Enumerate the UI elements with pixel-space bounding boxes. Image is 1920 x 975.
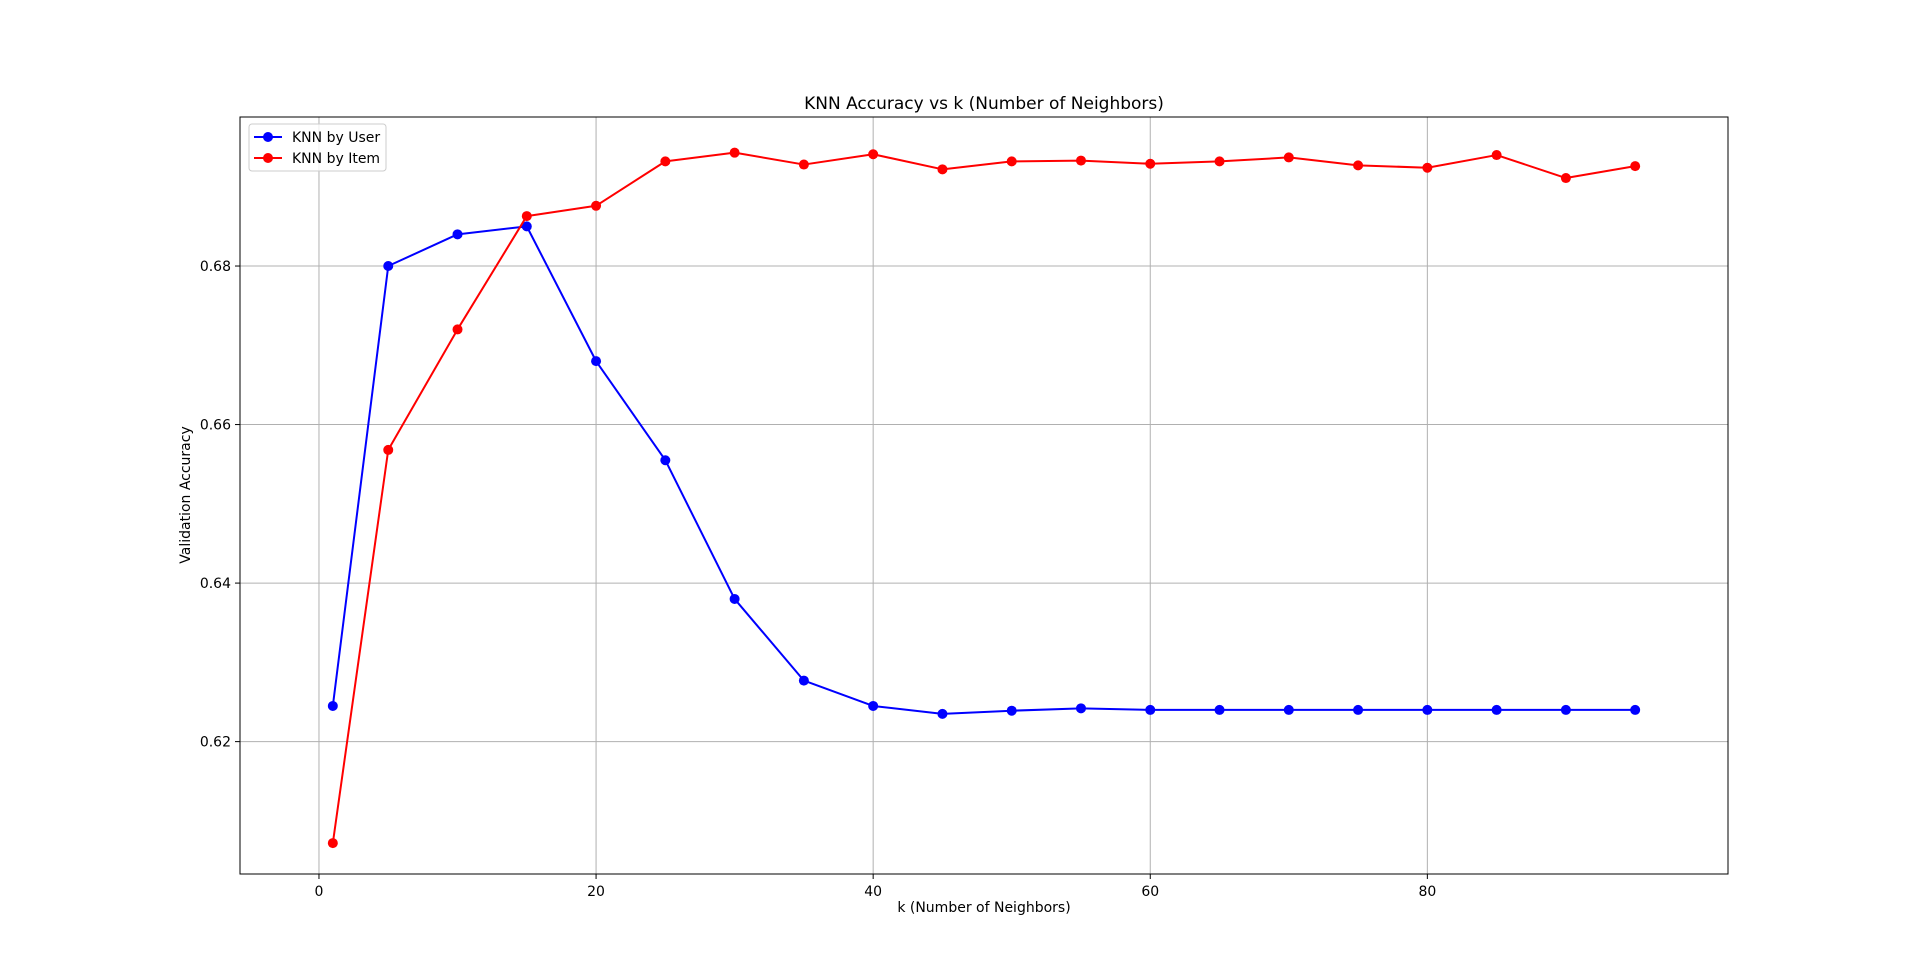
data-point-knn-by-user [1560,704,1571,715]
plot-frame [239,116,1729,875]
x-tick-label: 60 [1141,884,1159,900]
data-point-knn-by-item [591,200,602,211]
x-axis-label: k (Number of Neighbors) [897,900,1070,916]
y-tick-label: 0.62 [200,735,231,751]
data-point-knn-by-user [1006,705,1017,716]
legend-entry-knn-by-user: KNN by User [254,130,380,146]
data-point-knn-by-user [1145,704,1156,715]
data-point-knn-by-item [1214,156,1225,167]
series-line-knn-by-item [331,151,1636,844]
legend-entry-knn-by-item: KNN by Item [254,151,380,167]
legend: KNN by User KNN by Item [248,123,387,172]
data-point-knn-by-user [1214,704,1225,715]
data-point-knn-by-item [660,156,671,167]
data-point-knn-by-item [1560,173,1571,184]
data-point-knn-by-item [1630,161,1641,172]
x-tick-label: 80 [1418,884,1436,900]
legend-box [248,123,387,172]
data-point-knn-by-item [1422,162,1433,173]
data-point-knn-by-item [868,149,879,160]
data-point-knn-by-user [1283,704,1294,715]
y-tick-label: 0.66 [200,418,231,434]
series-layer [327,147,1641,849]
series-knn-by-item [327,147,1641,849]
data-point-knn-by-user [1630,704,1641,715]
x-axis-ticks: 0 20 40 60 80 [315,874,1436,900]
y-axis-ticks: 0.62 0.64 0.66 0.68 [200,259,240,751]
data-point-knn-by-user [798,675,809,686]
y-tick-label: 0.68 [200,259,231,275]
data-point-knn-by-item [729,147,740,158]
legend-marker-knn-by-item [263,153,273,163]
data-point-knn-by-user [937,708,948,719]
data-point-knn-by-user [327,700,338,711]
data-point-knn-by-user [1422,704,1433,715]
data-point-knn-by-item [383,444,394,455]
data-point-knn-by-user [521,221,532,232]
y-axis-label: Validation Accuracy [178,426,194,564]
data-point-knn-by-user [1075,703,1086,714]
data-point-knn-by-item [1353,160,1364,171]
data-point-knn-by-item [452,324,463,335]
data-point-knn-by-user [452,229,463,240]
data-point-knn-by-item [937,164,948,175]
data-point-knn-by-item [1075,155,1086,166]
data-point-knn-by-item [1145,158,1156,169]
series-knn-by-user [327,221,1641,719]
data-point-knn-by-user [660,455,671,466]
data-point-knn-by-item [1283,152,1294,163]
chart-title: KNN Accuracy vs k (Number of Neighbors) [804,94,1164,114]
data-point-knn-by-item [798,159,809,170]
data-point-knn-by-item [1006,156,1017,167]
data-point-knn-by-item [521,211,532,222]
plot-area [240,117,1728,874]
x-tick-label: 0 [315,884,324,900]
data-point-knn-by-user [1353,704,1364,715]
grid-lines [240,117,1728,874]
data-point-knn-by-user [729,593,740,604]
legend-label-knn-by-item: KNN by Item [292,151,380,167]
y-tick-label: 0.64 [200,576,231,592]
data-point-knn-by-item [327,838,338,849]
data-point-knn-by-user [868,700,879,711]
data-point-knn-by-user [383,261,394,272]
series-line-knn-by-user [331,225,1636,715]
data-point-knn-by-item [1491,150,1502,161]
x-tick-label: 20 [587,884,605,900]
legend-marker-knn-by-user [263,132,273,142]
data-point-knn-by-user [591,356,602,367]
data-point-knn-by-user [1491,704,1502,715]
legend-label-knn-by-user: KNN by User [292,130,380,146]
x-tick-label: 40 [864,884,882,900]
